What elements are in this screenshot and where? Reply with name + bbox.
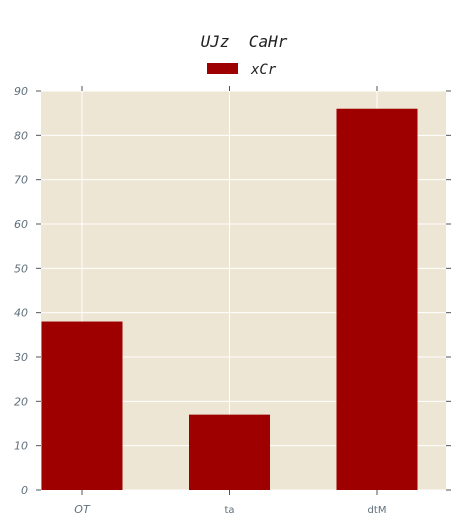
legend-swatch xyxy=(207,63,238,74)
bar-dtM xyxy=(336,108,418,490)
x-axis: OT ta dtM xyxy=(74,86,386,516)
x-tick-label: dtM xyxy=(368,505,387,516)
x-tick-label: OT xyxy=(74,503,91,516)
bar-ta xyxy=(189,414,270,490)
chart-title: UJz CaHr xyxy=(201,32,288,51)
y-tick-label: 90 xyxy=(14,85,28,98)
y-tick-label: 60 xyxy=(14,218,28,231)
bars xyxy=(41,108,418,490)
y-tick-label: 10 xyxy=(14,440,28,453)
x-tick-label: ta xyxy=(224,505,234,516)
y-tick-label: 30 xyxy=(14,351,28,364)
y-tick-label: 20 xyxy=(14,395,28,408)
y-tick-label: 0 xyxy=(21,484,28,497)
y-tick-label: 40 xyxy=(14,307,28,320)
bar-OT xyxy=(41,321,123,490)
y-tick-label: 50 xyxy=(14,262,28,275)
y-axis: 0 10 20 30 40 50 60 70 80 90 xyxy=(14,85,451,497)
y-tick-label: 80 xyxy=(14,129,28,142)
legend: xCr xyxy=(207,62,277,78)
y-tick-label: 70 xyxy=(14,174,28,187)
legend-label: xCr xyxy=(250,62,277,78)
